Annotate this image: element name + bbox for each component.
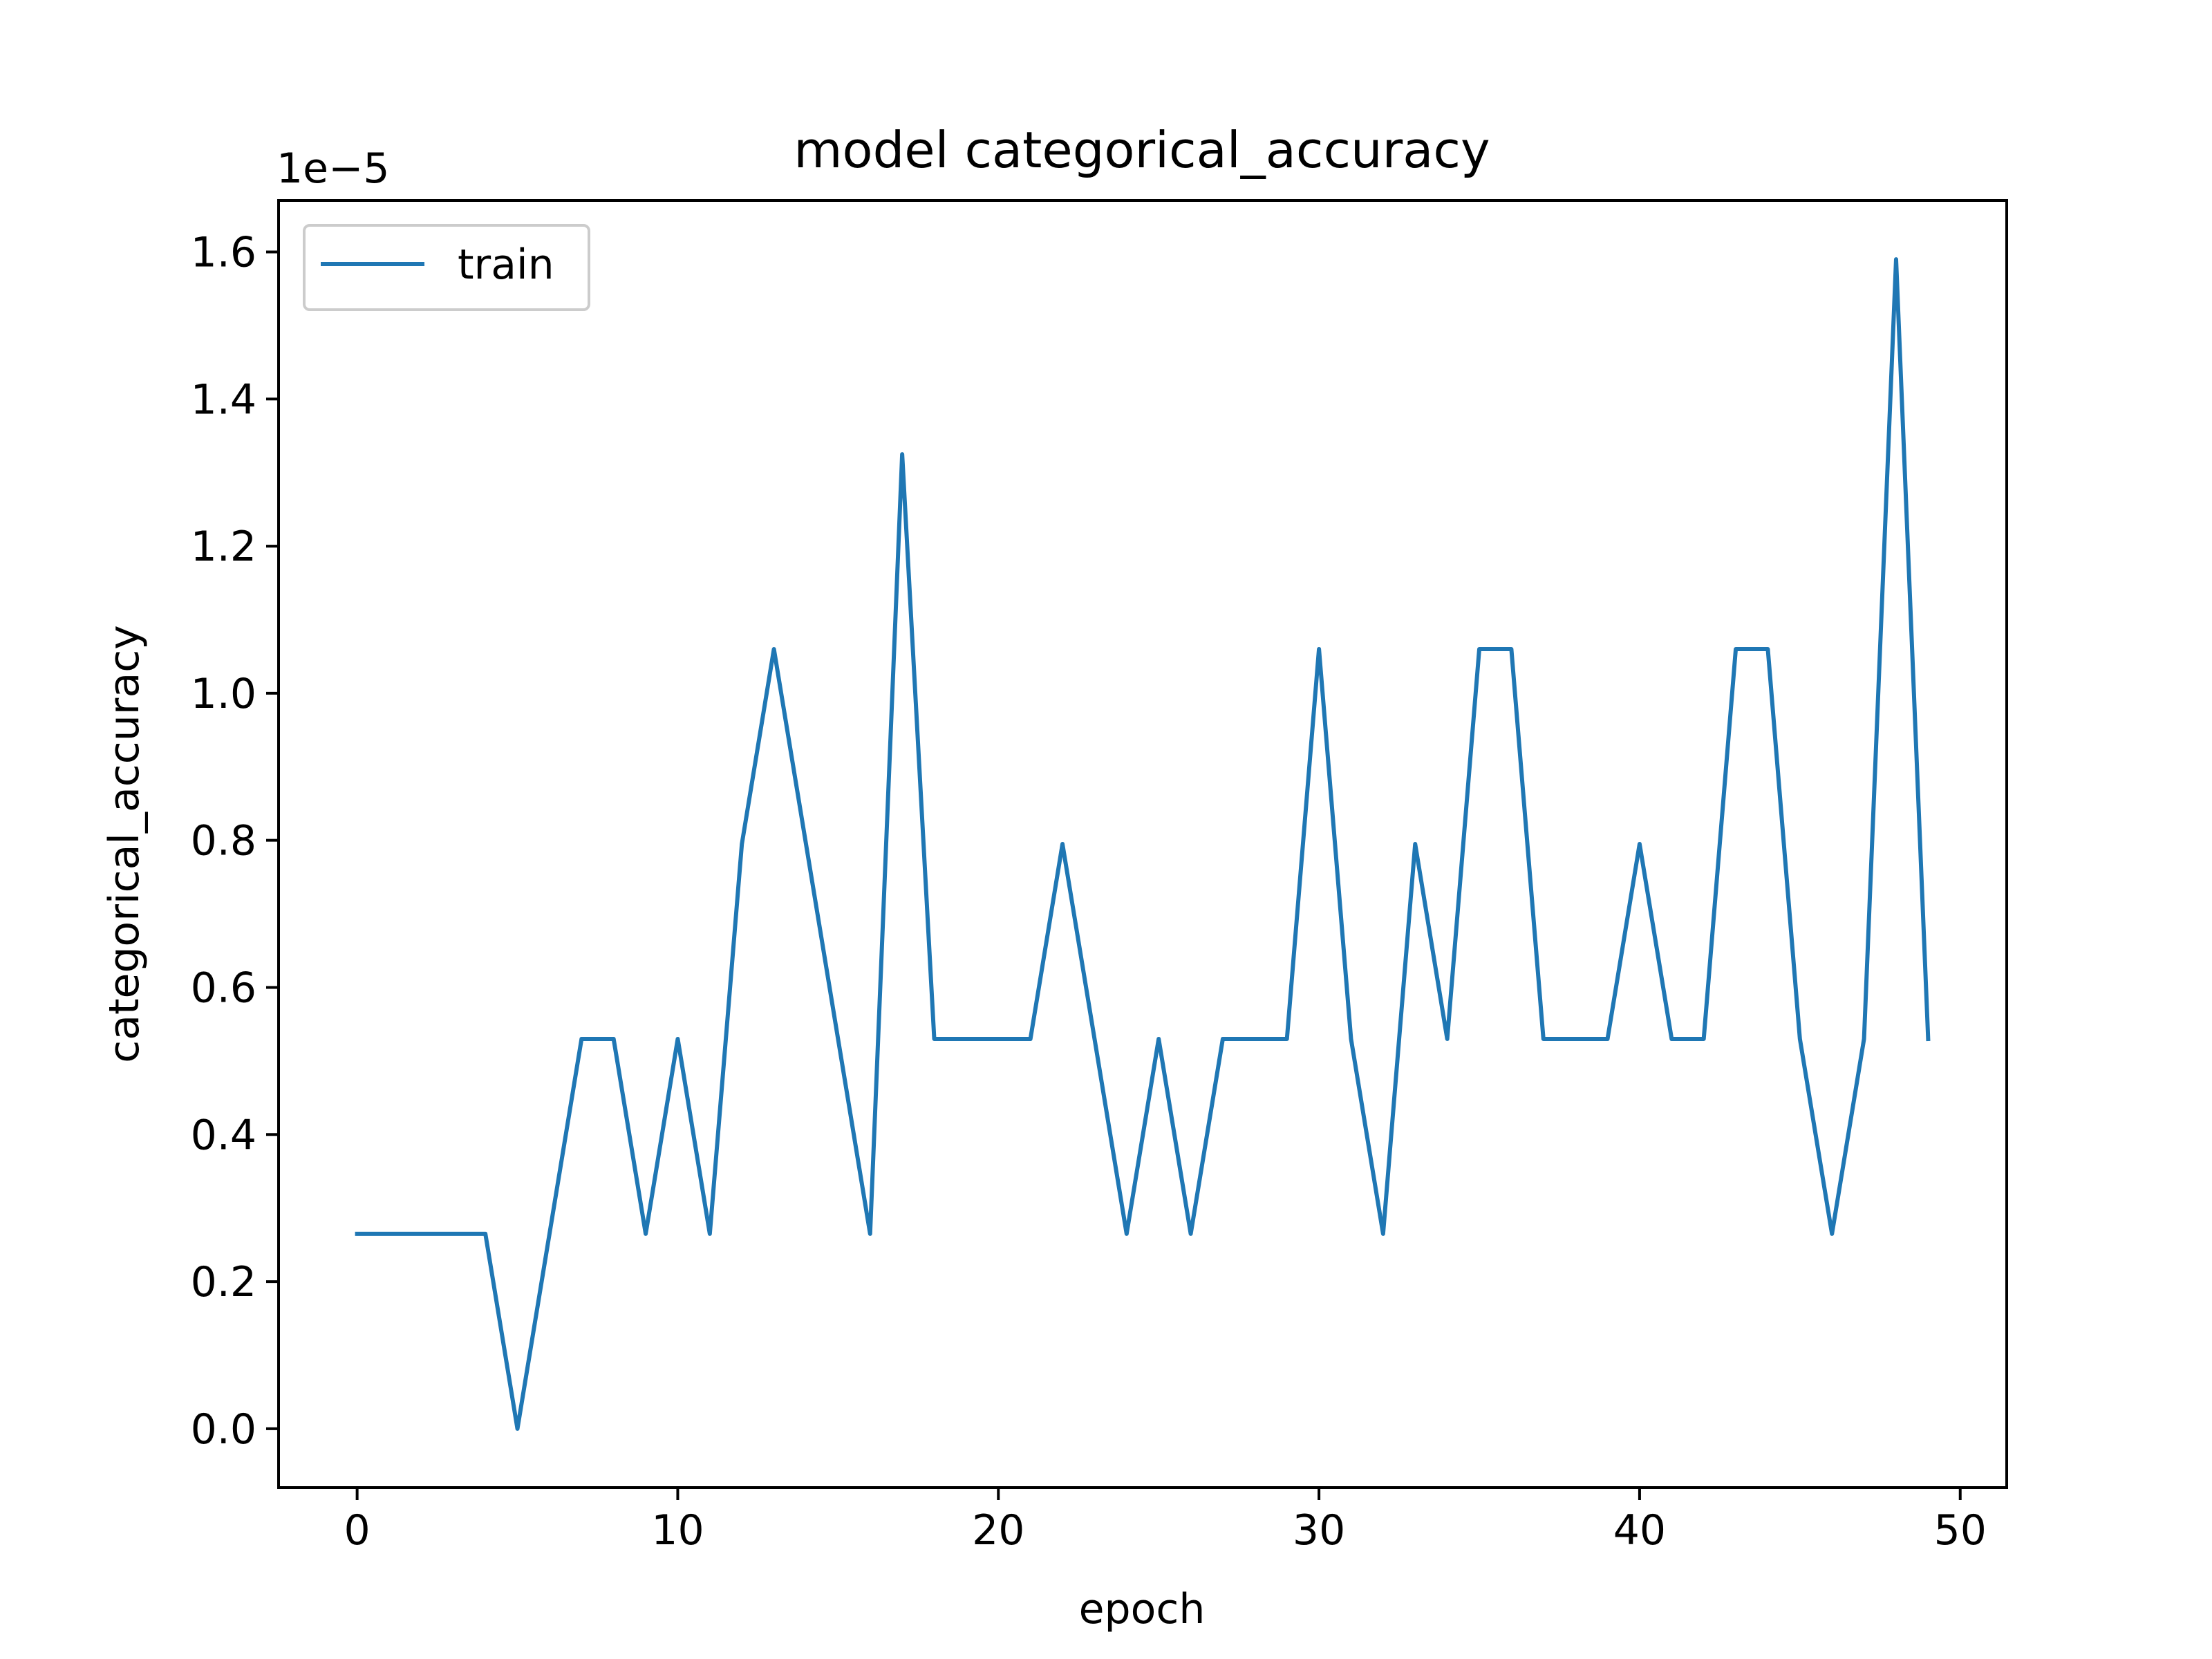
data-point (483, 1232, 487, 1236)
y-tick-label: 1.4 (191, 375, 256, 424)
data-point (804, 842, 808, 846)
data-point (900, 452, 904, 456)
legend-label-train: train (458, 241, 554, 289)
x-tick-label: 0 (344, 1506, 371, 1555)
data-point (1253, 1037, 1257, 1041)
y-tick-label: 0.4 (191, 1111, 256, 1159)
data-point (1381, 1232, 1385, 1236)
data-point (1606, 1037, 1610, 1041)
x-axis-ticks: 0 10 20 30 40 50 (344, 1488, 1987, 1555)
data-point (996, 1037, 1000, 1041)
data-point (964, 1037, 968, 1041)
data-point (1445, 1037, 1450, 1041)
y-axis-label: categorical_accuracy (100, 625, 149, 1062)
data-point (1092, 1037, 1096, 1041)
y-tick-label: 0.8 (191, 817, 256, 865)
data-point (1830, 1232, 1834, 1236)
data-point (1894, 257, 1898, 261)
x-tick-label: 50 (1934, 1506, 1987, 1555)
data-point (1669, 1037, 1674, 1041)
data-point (612, 1037, 616, 1041)
data-point (1029, 1037, 1033, 1041)
y-axis-offset-label: 1e−5 (276, 144, 390, 193)
data-point (1060, 842, 1065, 846)
data-point (772, 647, 776, 651)
data-point (387, 1232, 391, 1236)
y-tick-label: 1.0 (191, 670, 256, 718)
data-point (740, 842, 744, 846)
y-tick-label: 0.6 (191, 964, 256, 1012)
data-point (708, 1232, 712, 1236)
y-tick-label: 0.0 (191, 1405, 256, 1454)
data-point (419, 1232, 423, 1236)
y-axis-ticks: 0.0 0.2 0.4 0.6 0.8 1.0 1.2 1.4 1.6 (191, 228, 279, 1454)
x-tick-label: 30 (1293, 1506, 1345, 1555)
data-point (1477, 647, 1481, 651)
data-point (1413, 842, 1417, 846)
data-point (1702, 1037, 1706, 1041)
legend: train (303, 224, 590, 311)
x-tick-label: 10 (651, 1506, 704, 1555)
data-point (1926, 1037, 1930, 1041)
data-point (1734, 647, 1738, 651)
plot-frame (277, 199, 2008, 1489)
data-point (868, 1232, 872, 1236)
data-point (1541, 1037, 1546, 1041)
x-tick-label: 40 (1613, 1506, 1666, 1555)
data-point (675, 1037, 679, 1041)
data-point (1317, 647, 1321, 651)
data-point (579, 1037, 583, 1041)
chart-title: model categorical_accuracy (794, 121, 1490, 179)
data-point (1156, 1037, 1161, 1041)
y-tick-label: 0.2 (191, 1258, 256, 1306)
series-line-train (355, 257, 1931, 1431)
data-point (1285, 1037, 1289, 1041)
data-point (1221, 1037, 1225, 1041)
data-point (1638, 842, 1642, 846)
data-point (1862, 1037, 1866, 1041)
x-axis-label: epoch (1079, 1585, 1206, 1633)
data-point (1125, 1232, 1129, 1236)
data-point (1189, 1232, 1193, 1236)
data-point (1798, 1037, 1802, 1041)
data-point (1509, 647, 1513, 651)
data-point (1765, 647, 1770, 651)
y-tick-label: 1.6 (191, 228, 256, 276)
legend-box (303, 224, 590, 311)
data-point (932, 1037, 937, 1041)
y-tick-label: 1.2 (191, 523, 256, 571)
data-point (1349, 1037, 1353, 1041)
data-point (451, 1232, 456, 1236)
data-point (516, 1427, 520, 1431)
data-point (355, 1232, 359, 1236)
data-point (547, 1232, 552, 1236)
data-point (836, 1037, 840, 1041)
x-tick-label: 20 (972, 1506, 1024, 1555)
series-layer (355, 257, 1931, 1431)
data-point (644, 1232, 648, 1236)
data-point (1573, 1037, 1577, 1041)
